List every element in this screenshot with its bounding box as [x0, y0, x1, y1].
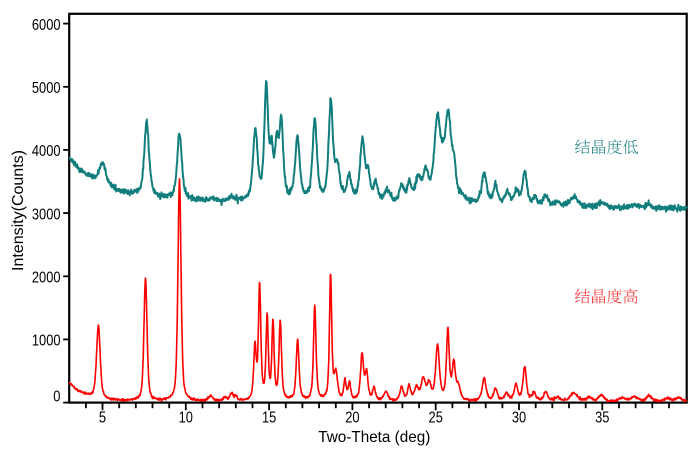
- svg-text:0: 0: [53, 389, 60, 406]
- svg-text:Intensity(Counts): Intensity(Counts): [10, 150, 27, 271]
- svg-text:3000: 3000: [32, 206, 61, 223]
- svg-text:20: 20: [345, 410, 359, 427]
- svg-text:15: 15: [262, 410, 276, 427]
- svg-text:25: 25: [429, 410, 443, 427]
- svg-text:Two-Theta (deg): Two-Theta (deg): [318, 429, 430, 446]
- svg-text:6000: 6000: [32, 17, 61, 34]
- svg-text:30: 30: [512, 410, 526, 427]
- svg-text:5000: 5000: [32, 80, 61, 97]
- svg-text:5: 5: [99, 410, 106, 427]
- svg-text:2000: 2000: [32, 270, 61, 287]
- svg-text:10: 10: [179, 410, 193, 427]
- svg-text:1000: 1000: [32, 333, 61, 350]
- svg-text:4000: 4000: [32, 143, 61, 160]
- svg-text:35: 35: [595, 410, 609, 427]
